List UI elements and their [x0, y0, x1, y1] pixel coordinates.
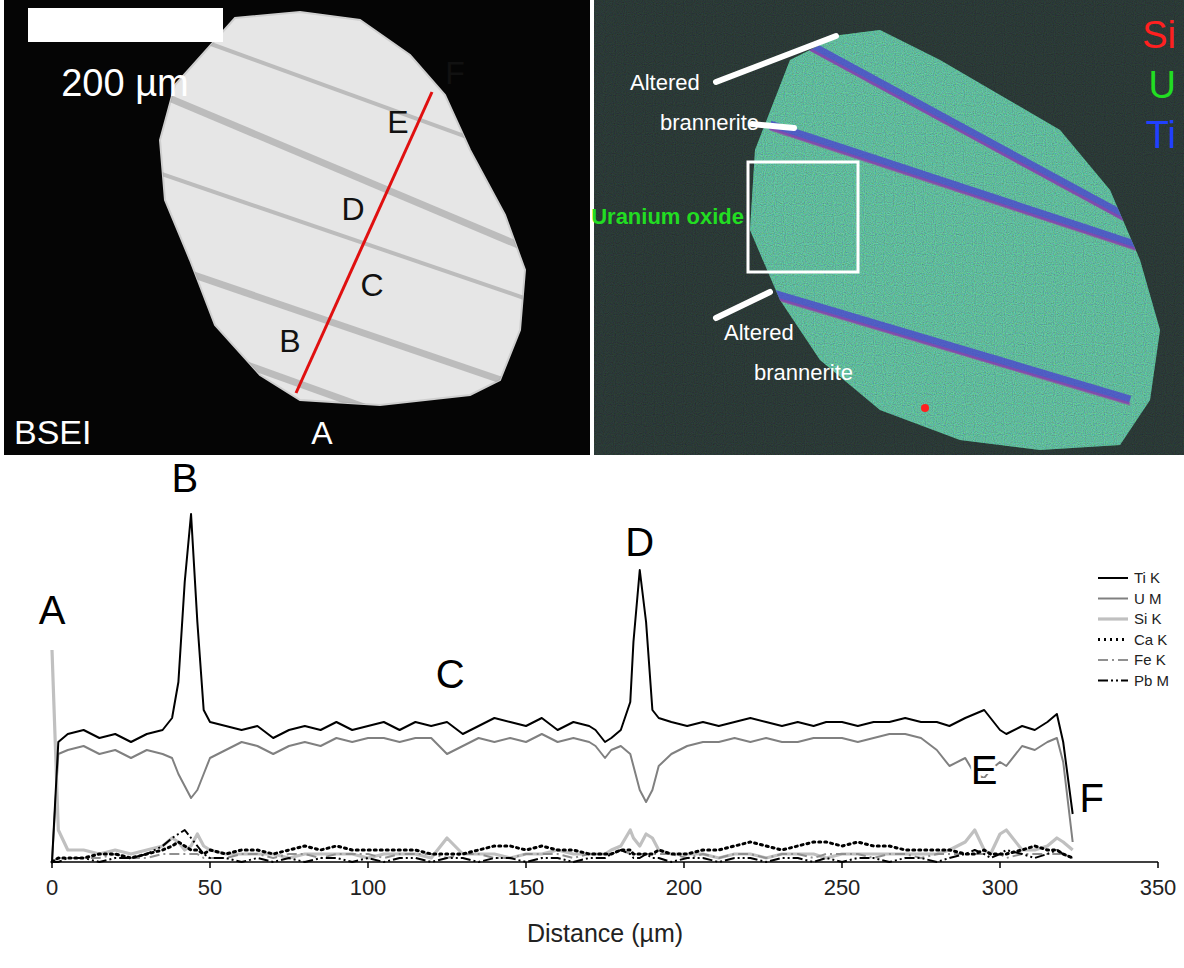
map-label-line: brannerite — [754, 360, 853, 385]
x-tick — [999, 862, 1001, 868]
annotation: D — [625, 520, 654, 564]
profile-point-label: C — [360, 267, 383, 303]
eds-grain-detail — [740, 20, 1170, 460]
legend-swatch — [1098, 638, 1128, 641]
x-tick — [209, 862, 211, 868]
legend-swatch — [1098, 577, 1128, 579]
bsei-label: BSEI — [14, 413, 91, 451]
legend-label: U M — [1134, 590, 1162, 607]
leader-line — [716, 292, 770, 318]
map-label-line: Altered — [724, 320, 794, 345]
oxide-box — [748, 162, 858, 272]
annotation: F — [1079, 776, 1103, 820]
eds-grain-noise — [740, 20, 1170, 460]
x-tick — [841, 862, 843, 868]
annotation: B — [171, 456, 198, 500]
series-lines — [52, 514, 1073, 862]
bsei-grain — [160, 12, 525, 405]
legend-label: Si K — [1134, 610, 1162, 627]
bsei-streak — [150, 330, 400, 420]
annotation: C — [436, 652, 465, 696]
series-line — [52, 514, 1073, 862]
profile-point-label: A — [311, 415, 333, 451]
altered-band — [800, 40, 1150, 230]
altered-band-edge — [760, 294, 1130, 404]
legend-swatch — [1098, 598, 1128, 600]
series-line — [52, 650, 1073, 858]
legend-label: Pb M — [1134, 672, 1169, 689]
bsei-streak — [150, 90, 530, 250]
x-tick-label: 100 — [350, 875, 387, 900]
x-tick — [1157, 862, 1159, 868]
eds-panel: Si U Ti Altered brannerite Uranium oxide Alter… — [591, 0, 1184, 460]
map-label: Altered brannerite — [724, 320, 853, 385]
scale-bar — [28, 8, 223, 42]
bsei-streaks — [150, 40, 530, 420]
x-tick — [51, 862, 53, 868]
channel-label: Ti — [1146, 114, 1176, 156]
map-label: Uranium oxide — [591, 204, 744, 229]
x-tick-label: 200 — [666, 875, 703, 900]
channel-label: U — [1149, 64, 1176, 106]
x-tick-label: 300 — [982, 875, 1019, 900]
legend: Ti K U M Si K Ca K Fe K Pb M — [1098, 569, 1169, 689]
si-spot — [921, 404, 929, 412]
legend-swatch — [1098, 680, 1128, 682]
x-tick — [525, 862, 527, 868]
bsei-streak — [150, 260, 530, 390]
map-label-line: brannerite — [660, 110, 759, 135]
map-label-line: Altered — [630, 70, 700, 95]
series-line — [52, 842, 1073, 862]
profile-point-label: F — [445, 55, 465, 91]
legend-swatch — [1098, 617, 1128, 620]
series-line — [52, 734, 1073, 862]
profile-point-label: D — [341, 191, 364, 227]
map-label: Altered brannerite — [630, 70, 759, 135]
annotation: E — [971, 748, 998, 792]
x-tick — [367, 862, 369, 868]
leader-line — [716, 36, 836, 82]
altered-band-edge — [800, 44, 1150, 234]
x-tick-label: 0 — [46, 875, 58, 900]
legend-label: Fe K — [1134, 651, 1166, 668]
annotation: A — [39, 588, 66, 632]
x-tick — [683, 862, 685, 868]
leader-line — [752, 124, 794, 128]
legend-label: Ca K — [1134, 631, 1167, 648]
altered-band — [770, 125, 1150, 250]
series-line — [52, 830, 1073, 862]
scale-bar-label: 200 µm — [61, 62, 189, 104]
x-tick-label: 350 — [1140, 875, 1177, 900]
profile-line — [296, 92, 432, 393]
x-axis-title: Distance (µm) — [527, 919, 683, 947]
bsei-panel: 200 µm BSEI A B C D E F — [4, 0, 590, 455]
x-tick-label: 250 — [824, 875, 861, 900]
bsei-background — [4, 0, 590, 455]
x-axis-line — [52, 861, 1158, 863]
legend-label: Ti K — [1134, 569, 1160, 586]
x-tick-label: 150 — [508, 875, 545, 900]
x-tick-label: 50 — [198, 875, 222, 900]
line-profile-chart: 0 50 100 150 200 250 300 350 Distance (µm) A B C D E F… — [39, 456, 1177, 947]
bsei-streak — [200, 40, 530, 160]
profile-point-label: B — [279, 323, 300, 359]
profile-point-label: E — [387, 104, 408, 140]
figure: 200 µm BSEI A B C D E F Si U Ti Altered brannerite Ur… — [0, 0, 1184, 968]
altered-band-edge — [770, 129, 1150, 254]
channel-label: Si — [1142, 14, 1176, 56]
legend-swatch — [1098, 659, 1128, 661]
